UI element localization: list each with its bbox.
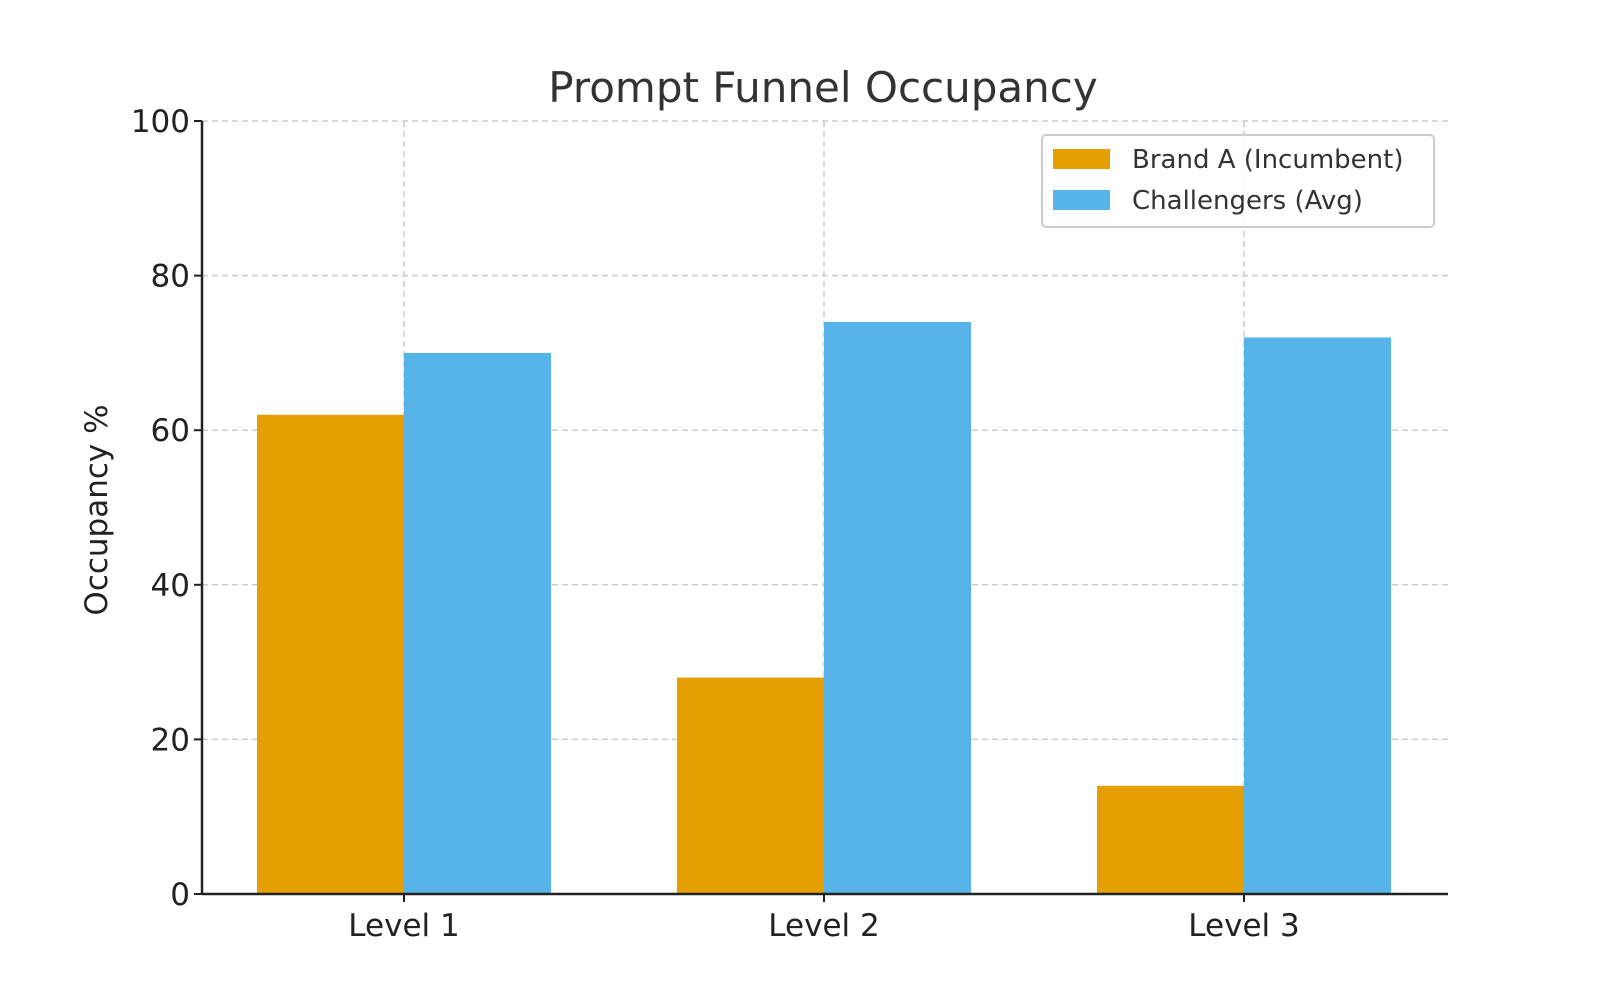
legend-swatch-brand-a [1053,149,1110,169]
ticks: 0 20 40 60 80 100 Level 1 Level 2 Level 3 [131,104,1300,944]
legend: Brand A (Incumbent) Challengers (Avg) [1041,134,1435,228]
bar-challengers-level-1 [404,352,551,894]
y-axis-label: Occupancy % [79,404,115,615]
bar-challengers-level-3 [1244,337,1391,894]
bar-brand-a-level-2 [677,677,824,894]
bar-brand-a-level-1 [257,414,404,894]
bar-challengers-level-2 [824,321,971,895]
y-tick-label-20: 20 [151,722,190,758]
bars [257,321,1391,895]
legend-label-challengers: Challengers (Avg) [1132,186,1363,216]
y-tick-label-0: 0 [170,877,190,913]
bar-brand-a-level-3 [1097,785,1244,894]
y-tick-label-60: 60 [151,413,190,449]
legend-swatch-challengers [1053,190,1110,210]
x-tick-label-3: Level 3 [1188,908,1299,944]
x-tick-label-2: Level 2 [768,908,879,944]
legend-label-brand-a: Brand A (Incumbent) [1132,145,1403,175]
y-tick-label-40: 40 [151,568,190,604]
legend-box [1041,134,1435,228]
chart-title: Prompt Funnel Occupancy [548,63,1097,112]
x-tick-label-1: Level 1 [348,908,459,944]
y-tick-label-100: 100 [131,104,190,140]
y-tick-label-80: 80 [151,259,190,295]
